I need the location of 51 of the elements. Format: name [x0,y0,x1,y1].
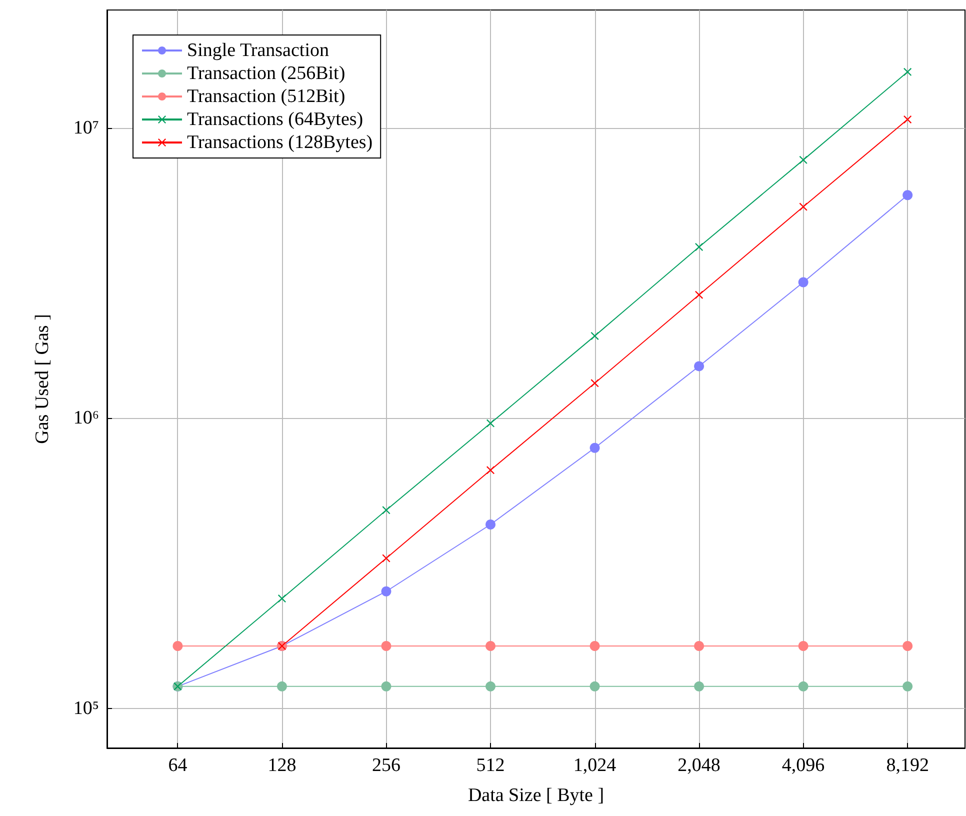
point [798,681,808,692]
point [590,442,600,453]
point [695,290,704,299]
point [694,361,704,372]
point [694,640,704,651]
point [798,277,808,288]
point [695,242,704,251]
point [799,156,808,164]
point [902,640,913,651]
point [590,681,600,692]
legend-label: Transaction (512Bit) [187,86,346,107]
point [381,681,392,692]
point [382,506,390,514]
point [590,640,600,651]
point [381,640,392,651]
point [904,115,912,124]
point [382,554,390,562]
point [172,640,183,651]
point [278,594,286,603]
point [590,332,599,340]
x-axis-title: Data Size [ Byte ] [468,785,604,806]
x-tick-label: 512 [476,755,505,776]
x-tick-label: 256 [372,755,400,776]
point [694,681,704,692]
x-tick-label: 2,048 [678,755,720,776]
legend-label: Single Transaction [187,40,330,61]
point [381,586,392,596]
point [486,640,496,651]
point [904,68,912,76]
y-tick-label: 10⁵ [73,698,99,719]
legend-label: Transaction (256Bit) [187,63,346,84]
point [276,681,287,692]
point [798,640,808,651]
point [902,190,913,200]
x-tick-label: 128 [268,755,296,776]
x-tick-label: 64 [168,755,188,776]
y-axis-title: Gas Used [ Gas ] [32,314,53,444]
point [799,202,808,211]
point [486,681,496,692]
x-tick-label: 1,024 [573,755,617,776]
point [486,419,495,428]
y-tick-label: 10⁶ [73,408,99,429]
point [902,681,913,692]
legend-label: Transactions (128Bytes) [187,132,373,153]
legend-label: Transactions (64Bytes) [187,109,364,130]
y-tick-label: 10⁷ [73,117,99,138]
x-tick-label: 8,192 [886,755,929,776]
point [486,520,496,530]
point [486,466,495,474]
x-tick-label: 4,096 [782,755,825,776]
point [590,379,599,388]
